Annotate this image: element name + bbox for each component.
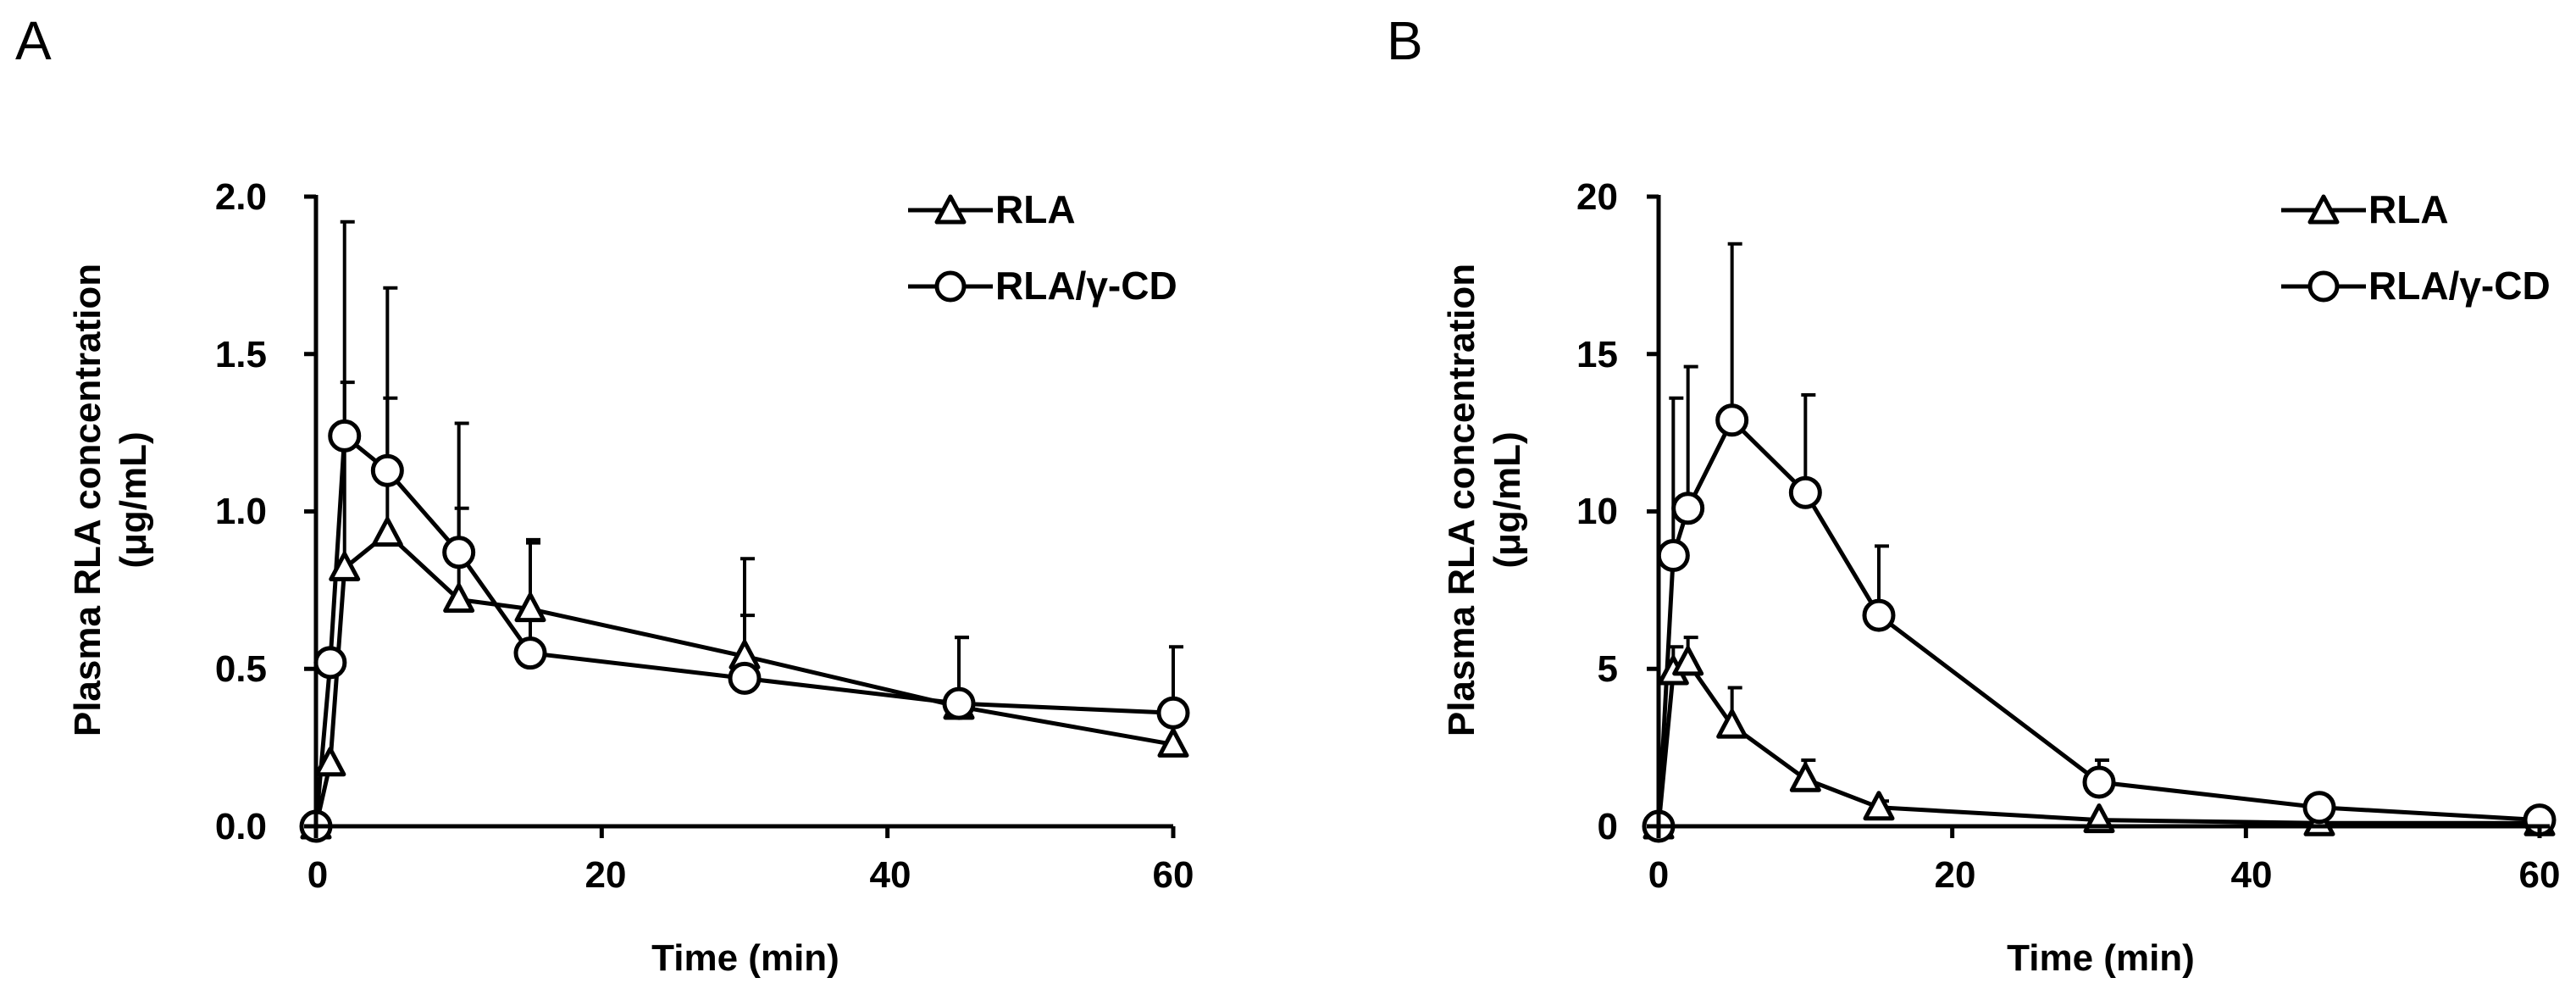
panel-a-point-rla-gcd-1 (313, 646, 347, 680)
panel-b-point-rla-gcd-2 (1671, 492, 1705, 525)
panel-b-point-rla-4 (1789, 762, 1821, 792)
panel-b-xtick-label-2: 40 (2231, 854, 2273, 896)
panel-a-ytick-label-1: 0.5 (215, 648, 267, 690)
panel-b-ticks (1647, 194, 2542, 838)
panel-b-xtick-label-0: 0 (1648, 854, 1669, 896)
panel-a-point-rla-2 (329, 551, 361, 581)
panel-b-legend-label-rla: RLA (2368, 187, 2449, 231)
panel-a-ytick-label-0: 0.0 (215, 806, 267, 847)
panel-b-y-axis-title-line2: (μg/mL) (1487, 431, 1528, 568)
panel-b-xtick-label-1: 20 (1935, 854, 1976, 896)
panel-b-point-rla-gcd-6 (2082, 765, 2116, 799)
panel-a-point-rla-gcd-2 (328, 419, 362, 453)
panel-a-point-rla-gcd-8 (1156, 696, 1190, 730)
panel-a-legend-triangle-marker (934, 194, 967, 225)
panel-a-point-rla-1 (314, 747, 346, 777)
panel-b-point-rla-2 (1672, 646, 1704, 676)
panel-b-ytick-label-4: 20 (1576, 176, 1618, 218)
panel-a-point-rla-gcd-3 (370, 453, 404, 487)
panel-b-xtick-label-3: 60 (2519, 854, 2561, 896)
panel-b-point-rla-5 (1863, 791, 1895, 821)
panel-a-ytick-label-3: 1.5 (215, 334, 267, 375)
panel-a-point-rla-4 (443, 583, 475, 614)
panel-a-xtick-label-0: 0 (307, 854, 328, 896)
panel-a-xtick-label-1: 20 (585, 854, 627, 896)
panel-a-legend: RLA RLA/γ-CD (908, 187, 1177, 308)
panel-b-point-rla-gcd-3 (1715, 403, 1749, 437)
panel-b-ytick-label-0: 0 (1598, 806, 1618, 847)
panel-b-ytick-label-1: 5 (1598, 648, 1618, 690)
panel-a-point-rla-8 (1157, 727, 1189, 758)
panel-b-point-rla-gcd-7 (2302, 791, 2336, 825)
panel-b: B 0 5 10 15 20 0 20 40 60 Time (min) Pla… (1387, 10, 2560, 979)
panel-label-b: B (1387, 10, 1423, 71)
panel-b-legend-circle-marker (2307, 270, 2340, 303)
panel-a-point-rla-gcd-7 (942, 686, 976, 720)
panel-a-point-rla-gcd-6 (728, 661, 762, 695)
panel-b-legend: RLA RLA/γ-CD (2281, 187, 2551, 308)
panel-a-xtick-label-2: 40 (870, 854, 911, 896)
panel-b-point-rla-gcd-1 (1656, 539, 1690, 573)
panel-a-legend-label-rla-gcd: RLA/γ-CD (995, 264, 1177, 308)
panel-a-xtick-label-3: 60 (1153, 854, 1194, 896)
panel-a-point-rla-gcd-5 (513, 636, 547, 670)
panel-b-legend-triangle-marker (2307, 194, 2340, 225)
panel-a: A 0.0 0.5 1.0 1.5 2.0 0 20 40 60 Time (m… (15, 10, 1194, 979)
panel-b-point-rla-gcd-4 (1788, 475, 1822, 509)
panel-a-ytick-label-2: 1.0 (215, 491, 267, 532)
panel-a-point-rla-3 (371, 517, 403, 547)
panel-b-marks (1642, 242, 2557, 843)
panel-b-legend-label-rla-gcd: RLA/γ-CD (2368, 264, 2551, 308)
panel-b-ytick-label-3: 15 (1576, 334, 1618, 375)
panel-a-legend-circle-marker (934, 270, 967, 303)
panel-a-x-axis-title: Time (min) (651, 937, 839, 979)
panel-a-marks (299, 219, 1190, 843)
panel-b-point-rla-3 (1716, 708, 1748, 739)
panel-b-ytick-label-2: 10 (1576, 491, 1618, 532)
panel-label-a: A (15, 10, 52, 71)
panel-b-point-rla-gcd-5 (1862, 598, 1896, 632)
panel-a-ytick-label-4: 2.0 (215, 176, 267, 218)
panel-b-y-axis-title-line1: Plasma RLA concentration (1441, 264, 1482, 736)
panel-a-y-axis-title-line2: (μg/mL) (113, 431, 154, 568)
panel-a-ticks (304, 194, 1176, 838)
panel-a-legend-label-rla: RLA (995, 187, 1076, 231)
panel-a-point-rla-5 (514, 592, 546, 623)
panel-a-y-axis-title-line1: Plasma RLA concentration (67, 264, 108, 736)
panel-b-series-line-rla (1656, 660, 2540, 827)
panel-a-point-rla-gcd-4 (442, 536, 476, 569)
panel-b-x-axis-title: Time (min) (2007, 937, 2195, 979)
